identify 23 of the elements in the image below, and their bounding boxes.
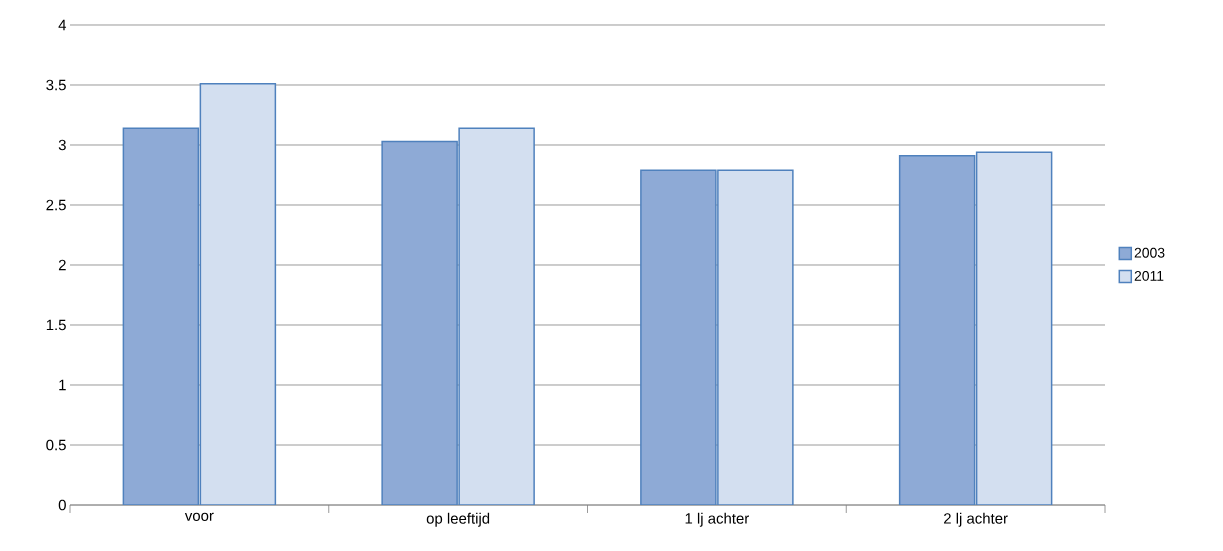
y-tick-label: 1 — [59, 379, 66, 391]
x-tick-label: op leeftijd — [426, 512, 490, 527]
bar — [898, 155, 976, 505]
y-tick-label: 0.5 — [46, 439, 66, 451]
x-tick-label: voor — [184, 512, 214, 521]
y-tick-label: 2.5 — [46, 199, 66, 211]
y-tick-label: 3.5 — [46, 79, 66, 91]
bar — [640, 169, 717, 505]
x-tick-label: 1 lj achter — [685, 512, 749, 527]
bar — [975, 151, 1053, 505]
y-tick-label: 4 — [58, 19, 67, 31]
bar — [717, 169, 794, 505]
bar — [381, 140, 458, 505]
legend-label: 2011 — [1134, 270, 1164, 281]
y-tick-label: 2 — [58, 259, 66, 271]
y-tick-label: 0 — [58, 499, 66, 511]
bar — [199, 83, 277, 505]
legend-label: 2003 — [1134, 247, 1165, 258]
y-tick-label: 3 — [58, 139, 66, 151]
bar — [122, 127, 200, 505]
y-tick-label: 1.5 — [46, 319, 66, 331]
x-tick-label: 2 lj achter — [943, 512, 1008, 527]
bar — [458, 127, 535, 505]
